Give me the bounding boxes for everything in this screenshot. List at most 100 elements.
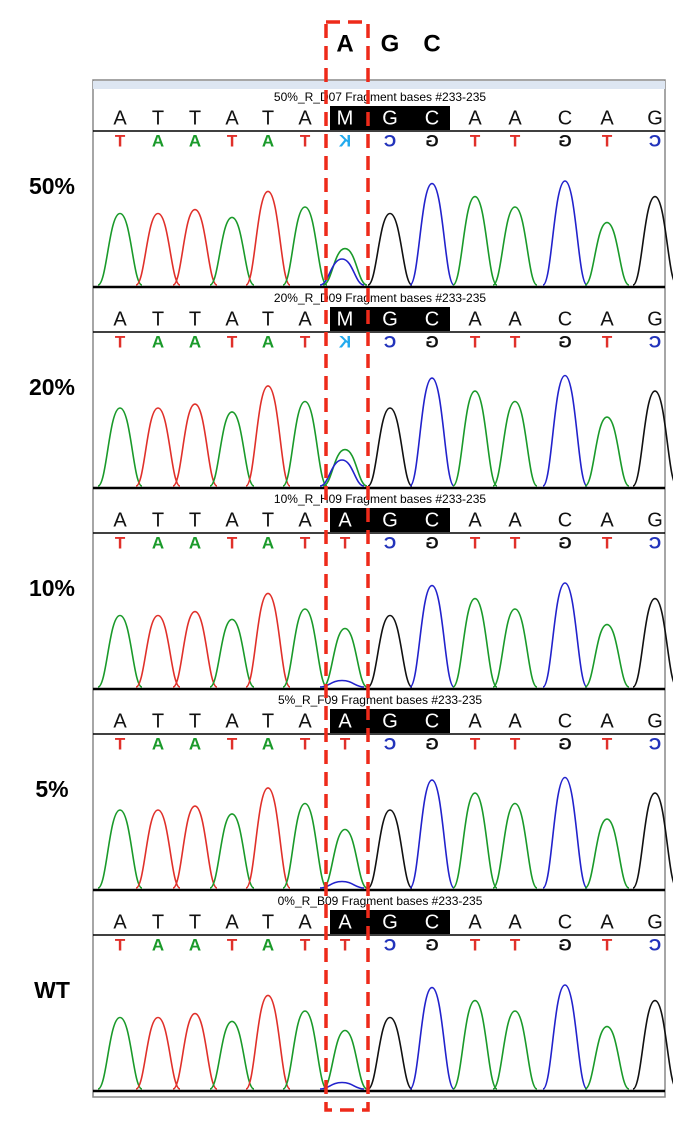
base-call: C (384, 935, 396, 954)
sequence-base: G (382, 710, 398, 732)
base-call: T (601, 533, 612, 552)
sequence-base: C (425, 107, 439, 129)
base-call: C (384, 332, 396, 351)
sequence-base: A (338, 911, 352, 933)
sequence-base: M (337, 308, 354, 330)
base-call: G (558, 533, 571, 552)
sequence-base: A (468, 509, 482, 531)
sequence-base: T (152, 710, 164, 732)
base-call: A (262, 935, 274, 954)
call-wrap: A (262, 131, 274, 150)
call-wrap: T (299, 734, 310, 753)
base-call: T (601, 332, 612, 351)
sequence-base: A (113, 509, 127, 531)
sequence-base: T (262, 509, 274, 531)
base-call: A (262, 131, 274, 150)
sequence-base: T (189, 107, 201, 129)
base-call: A (189, 131, 201, 150)
base-call: T (339, 734, 350, 753)
panel-title: 5%_R_F09 Fragment bases #233-235 (278, 693, 482, 707)
sequence-base: A (600, 710, 614, 732)
base-call: A (262, 734, 274, 753)
call-wrap: T (601, 131, 612, 150)
base-call: G (558, 332, 571, 351)
call-wrap: A (189, 935, 201, 954)
call-wrap: A (152, 533, 164, 552)
call-wrap: T (509, 935, 520, 954)
call-wrap: A (189, 332, 201, 351)
base-call: T (469, 734, 480, 753)
sequence-base: A (225, 710, 239, 732)
call-wrap: T (114, 935, 125, 954)
figure: AGC50%50%_R_D07 Fragment bases #233-235A… (0, 0, 673, 1125)
base-call: G (425, 935, 438, 954)
call-wrap: A (152, 734, 164, 753)
call-wrap: T (114, 332, 125, 351)
base-call: T (601, 734, 612, 753)
base-call: T (339, 935, 350, 954)
call-wrap: T (601, 332, 612, 351)
call-wrap: G (558, 734, 571, 753)
sample-label: 5% (35, 776, 68, 802)
call-wrap: T (299, 533, 310, 552)
base-call: T (469, 332, 480, 351)
sequence-base: M (337, 107, 354, 129)
base-call: A (189, 332, 201, 351)
sequence-base: A (508, 308, 522, 330)
call-wrap: C (649, 533, 661, 552)
base-call: T (226, 935, 237, 954)
sequence-base: A (298, 509, 312, 531)
call-wrap: T (114, 533, 125, 552)
sequence-base: A (600, 107, 614, 129)
base-call: C (649, 131, 661, 150)
base-call: A (152, 935, 164, 954)
sequence-base: A (225, 911, 239, 933)
base-call: G (425, 332, 438, 351)
sequence-base: G (382, 107, 398, 129)
sample-label: WT (34, 977, 70, 1003)
sequence-base: A (508, 107, 522, 129)
sequence-base: A (298, 911, 312, 933)
call-wrap: T (601, 935, 612, 954)
call-wrap: C (384, 533, 396, 552)
call-wrap: T (509, 131, 520, 150)
base-call: A (189, 935, 201, 954)
sequence-base: C (558, 308, 572, 330)
sequence-base: T (152, 308, 164, 330)
panel-title: 20%_R_D09 Fragment bases #233-235 (274, 291, 486, 305)
call-wrap: T (469, 332, 480, 351)
sequence-base: T (189, 710, 201, 732)
sequence-base: A (298, 308, 312, 330)
call-wrap: C (649, 734, 661, 753)
base-call: T (299, 935, 310, 954)
base-call: T (509, 734, 520, 753)
base-call: T (299, 734, 310, 753)
sequence-base: A (600, 911, 614, 933)
call-wrap: G (425, 131, 438, 150)
sequence-base: G (647, 107, 663, 129)
sequence-base: A (600, 509, 614, 531)
sequence-base: A (468, 911, 482, 933)
base-call: T (299, 131, 310, 150)
base-call: G (425, 734, 438, 753)
sequence-base: T (189, 308, 201, 330)
base-call: K (338, 332, 351, 351)
sample-label: 50% (29, 173, 75, 199)
call-wrap: A (152, 131, 164, 150)
sequence-base: T (262, 710, 274, 732)
sequence-base: A (338, 710, 352, 732)
call-wrap: G (425, 935, 438, 954)
sequence-base: T (262, 911, 274, 933)
sequence-base: A (468, 710, 482, 732)
call-wrap: C (649, 332, 661, 351)
panel-title: 10%_R_H09 Fragment bases #233-235 (274, 492, 486, 506)
sequence-base: C (558, 710, 572, 732)
sequence-base: A (225, 107, 239, 129)
base-call: T (226, 131, 237, 150)
base-call: T (509, 332, 520, 351)
base-call: A (189, 533, 201, 552)
base-call: C (649, 734, 661, 753)
call-wrap: T (226, 332, 237, 351)
call-wrap: G (558, 332, 571, 351)
call-wrap: T (601, 533, 612, 552)
